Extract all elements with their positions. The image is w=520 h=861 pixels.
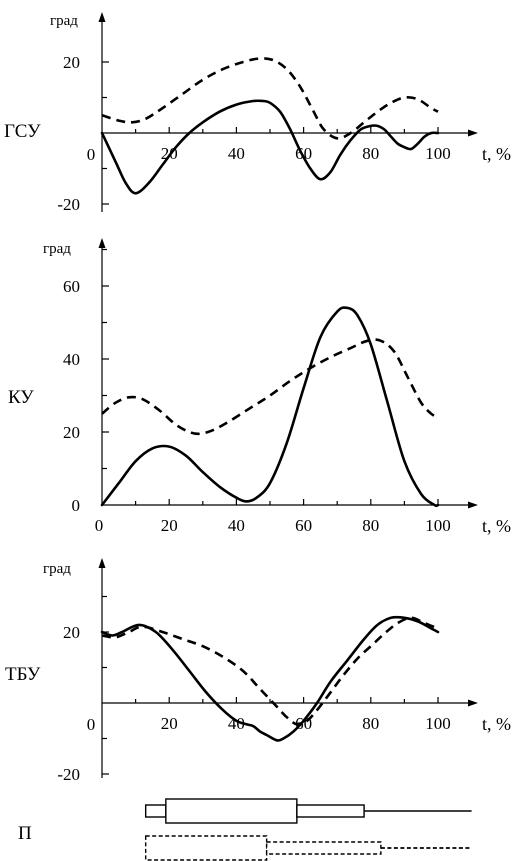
y-unit-label: град xyxy=(43,241,71,257)
x-axis-label: t, % xyxy=(482,144,511,164)
x-tick-label: 100 xyxy=(425,714,451,733)
x-axis-arrow xyxy=(468,699,478,707)
x-tick-label: 20 xyxy=(161,714,178,733)
y-tick-label: 60 xyxy=(63,277,80,296)
dashed-series-line xyxy=(101,616,439,726)
x-tick-label: 80 xyxy=(362,144,379,163)
support-phase-segment xyxy=(296,804,365,818)
y-tick-label: -20 xyxy=(57,765,80,784)
dashed-series-line xyxy=(101,338,439,436)
chart-panel-2: 0 20 40 60 80 100 t, % 0 20 40 60 град КУ xyxy=(8,238,511,536)
x-tick-label: 100 xyxy=(425,516,451,535)
solid-series-line xyxy=(100,99,440,195)
y-axis-arrow xyxy=(98,558,106,568)
y-tick-label: -20 xyxy=(57,195,80,214)
y-unit-label: град xyxy=(50,13,78,29)
support-phase-segment xyxy=(165,798,298,824)
joint-label: ТБУ xyxy=(5,664,41,685)
y-tick-label: 40 xyxy=(63,350,80,369)
x-tick-label: 40 xyxy=(228,516,245,535)
joint-label: ГСУ xyxy=(4,121,41,142)
x-tick-label: 60 xyxy=(295,516,312,535)
x-tick-label: 20 xyxy=(161,516,178,535)
support-phase-segment xyxy=(144,835,268,861)
x-tick-label: 100 xyxy=(425,144,451,163)
x-axis-arrow xyxy=(468,129,478,137)
x-tick-label: 80 xyxy=(362,714,379,733)
y-axis-arrow xyxy=(98,238,106,248)
support-phase-segment xyxy=(144,804,167,818)
x-axis-label: t, % xyxy=(482,516,511,536)
solid-series-line xyxy=(100,306,440,508)
y-tick-label: 20 xyxy=(63,623,80,642)
joint-label: КУ xyxy=(8,387,34,408)
support-phase-segment xyxy=(265,841,382,855)
x-tick-label: 0 xyxy=(95,516,104,535)
y-tick-label: 20 xyxy=(63,423,80,442)
y-tick-label: 0 xyxy=(72,496,81,515)
x-tick-label: 0 xyxy=(87,715,96,734)
solid-series-line xyxy=(100,615,440,742)
x-axis-label: t, % xyxy=(482,714,511,734)
x-tick-label: 80 xyxy=(362,516,379,535)
dashed-series-line xyxy=(101,57,439,140)
x-tick-label: 40 xyxy=(228,144,245,163)
y-unit-label: град xyxy=(43,561,71,577)
x-axis-arrow xyxy=(468,501,478,509)
support-phase-diagram: П xyxy=(18,798,472,861)
y-axis-arrow xyxy=(98,12,106,22)
support-phase-label: П xyxy=(18,823,32,844)
y-tick-label: 20 xyxy=(63,53,80,72)
x-tick-label: 0 xyxy=(87,145,96,164)
